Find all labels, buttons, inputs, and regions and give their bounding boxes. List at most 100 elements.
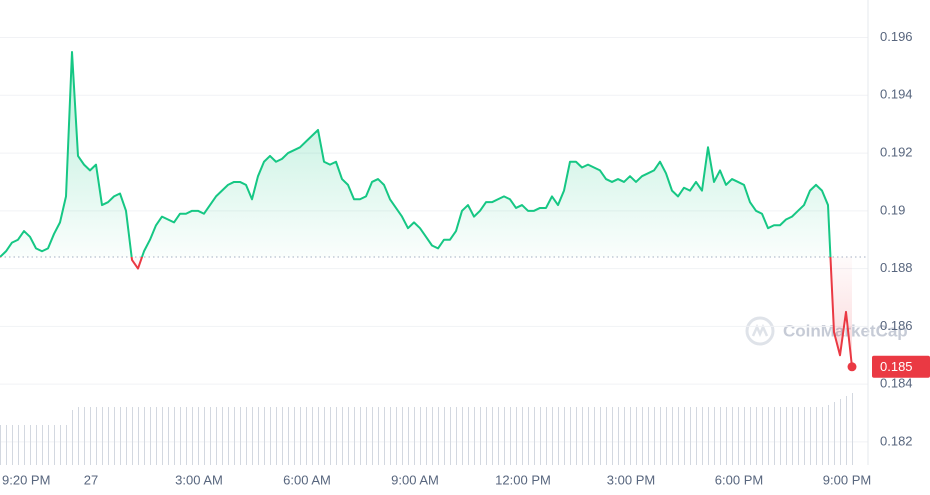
volume-bar <box>510 407 511 465</box>
volume-bar <box>738 407 739 465</box>
volume-bar <box>720 407 721 465</box>
volume-bar <box>150 407 151 465</box>
volume-bar <box>558 407 559 465</box>
volume-bar <box>174 407 175 465</box>
x-tick-label: 9:00 PM <box>823 472 871 487</box>
volume-bar <box>678 407 679 465</box>
volume-bar <box>774 407 775 465</box>
volume-bar <box>354 407 355 465</box>
price-tag-label: 0.185 <box>880 359 913 374</box>
volume-bar <box>636 407 637 465</box>
volume-bar <box>570 407 571 465</box>
volume-bar <box>198 407 199 465</box>
volume-bar <box>414 407 415 465</box>
volume-bar <box>504 407 505 465</box>
volume-bar <box>294 407 295 465</box>
volume-bar <box>342 407 343 465</box>
volume-bar <box>810 407 811 465</box>
volume-bar <box>282 407 283 465</box>
volume-bar <box>516 407 517 465</box>
volume-bar <box>816 407 817 465</box>
volume-bar <box>90 407 91 465</box>
volume-bar <box>126 407 127 465</box>
volume-bar <box>672 407 673 465</box>
volume-bar <box>420 407 421 465</box>
volume-bar <box>444 407 445 465</box>
volume-bar <box>492 407 493 465</box>
volume-bar <box>540 407 541 465</box>
volume-bar <box>798 407 799 465</box>
y-tick-label: 0.192 <box>880 145 913 160</box>
volume-bar <box>24 425 25 465</box>
y-tick-label: 0.184 <box>880 376 913 391</box>
volume-bar <box>288 407 289 465</box>
volume-bar <box>708 407 709 465</box>
volume-bar <box>750 407 751 465</box>
last-price-dot <box>847 362 857 372</box>
volume-bar <box>72 410 73 465</box>
volume-bar <box>834 402 835 465</box>
volume-bar <box>30 425 31 465</box>
volume-bar <box>828 405 829 465</box>
area-fill <box>0 51 852 367</box>
volume-bar <box>480 407 481 465</box>
volume-bar <box>792 407 793 465</box>
volume-bar <box>144 407 145 465</box>
volume-bar <box>234 407 235 465</box>
volume-bar <box>360 407 361 465</box>
volume-bar <box>390 407 391 465</box>
volume-bar <box>546 407 547 465</box>
volume-bar <box>402 407 403 465</box>
volume-bar <box>582 407 583 465</box>
volume-bar <box>780 407 781 465</box>
volume-bar <box>18 425 19 465</box>
volume-bar <box>522 407 523 465</box>
volume-bar <box>108 407 109 465</box>
volume-bar <box>564 407 565 465</box>
volume-bar <box>684 407 685 465</box>
y-tick-label: 0.196 <box>880 29 913 44</box>
volume-bar <box>348 407 349 465</box>
volume-bar <box>576 407 577 465</box>
y-tick-label: 0.186 <box>880 318 913 333</box>
volume-bar <box>300 407 301 465</box>
volume-bar <box>36 425 37 465</box>
volume-bar <box>276 407 277 465</box>
y-tick-label: 0.188 <box>880 260 913 275</box>
volume-bar <box>48 425 49 465</box>
volume-bar <box>324 407 325 465</box>
volume-bar <box>84 407 85 465</box>
price-line <box>0 50 853 367</box>
volume-bar <box>846 396 847 465</box>
volume-bar <box>630 407 631 465</box>
volume-bar <box>336 407 337 465</box>
volume-bar <box>666 407 667 465</box>
volume-bar <box>594 407 595 465</box>
y-tick-label: 0.194 <box>880 87 913 102</box>
volume-bar <box>96 407 97 465</box>
volume-bar <box>192 407 193 465</box>
volume-bar <box>606 407 607 465</box>
volume-bar <box>120 407 121 465</box>
volume-bar <box>696 407 697 465</box>
volume-bar <box>852 393 853 465</box>
volume-bar <box>822 407 823 465</box>
volume-bar <box>168 407 169 465</box>
volume-bar <box>654 407 655 465</box>
volume-bar <box>744 407 745 465</box>
x-tick-label: 12:00 PM <box>495 472 551 487</box>
volume-bar <box>396 407 397 465</box>
volume-bar <box>246 407 247 465</box>
volume-bar <box>642 407 643 465</box>
volume-bar <box>528 407 529 465</box>
volume-bar <box>222 407 223 465</box>
volume-bar <box>132 407 133 465</box>
y-tick-label: 0.19 <box>880 202 905 217</box>
volume-bar <box>768 407 769 465</box>
volume-bar <box>330 407 331 465</box>
volume-bar <box>114 407 115 465</box>
volume-bar <box>588 407 589 465</box>
volume-bar <box>252 407 253 465</box>
